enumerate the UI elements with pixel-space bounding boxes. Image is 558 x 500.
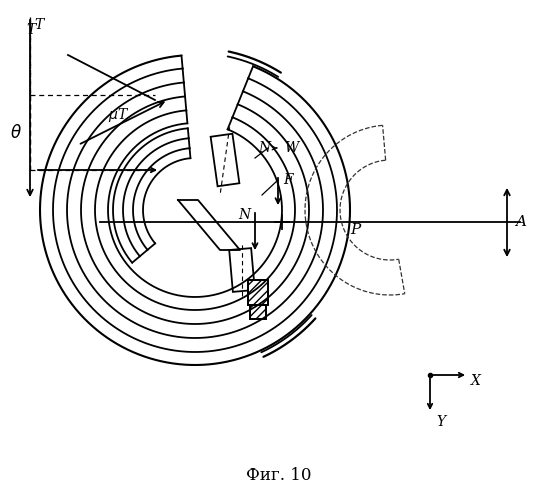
Text: A: A <box>515 216 526 230</box>
Text: Y: Y <box>436 415 445 429</box>
Text: T: T <box>34 18 44 32</box>
Polygon shape <box>229 248 255 292</box>
Bar <box>248 280 268 304</box>
Text: N: N <box>258 141 270 155</box>
Text: $\theta$: $\theta$ <box>10 124 22 142</box>
Text: F: F <box>283 173 292 187</box>
Bar <box>250 304 266 318</box>
Text: T: T <box>26 23 36 37</box>
Text: W: W <box>284 141 298 155</box>
Text: P: P <box>350 223 360 237</box>
Text: $\mu$T: $\mu$T <box>108 106 129 124</box>
Text: Фиг. 10: Фиг. 10 <box>246 468 312 484</box>
Polygon shape <box>210 134 239 186</box>
Text: N: N <box>238 208 250 222</box>
Text: X: X <box>471 374 481 388</box>
